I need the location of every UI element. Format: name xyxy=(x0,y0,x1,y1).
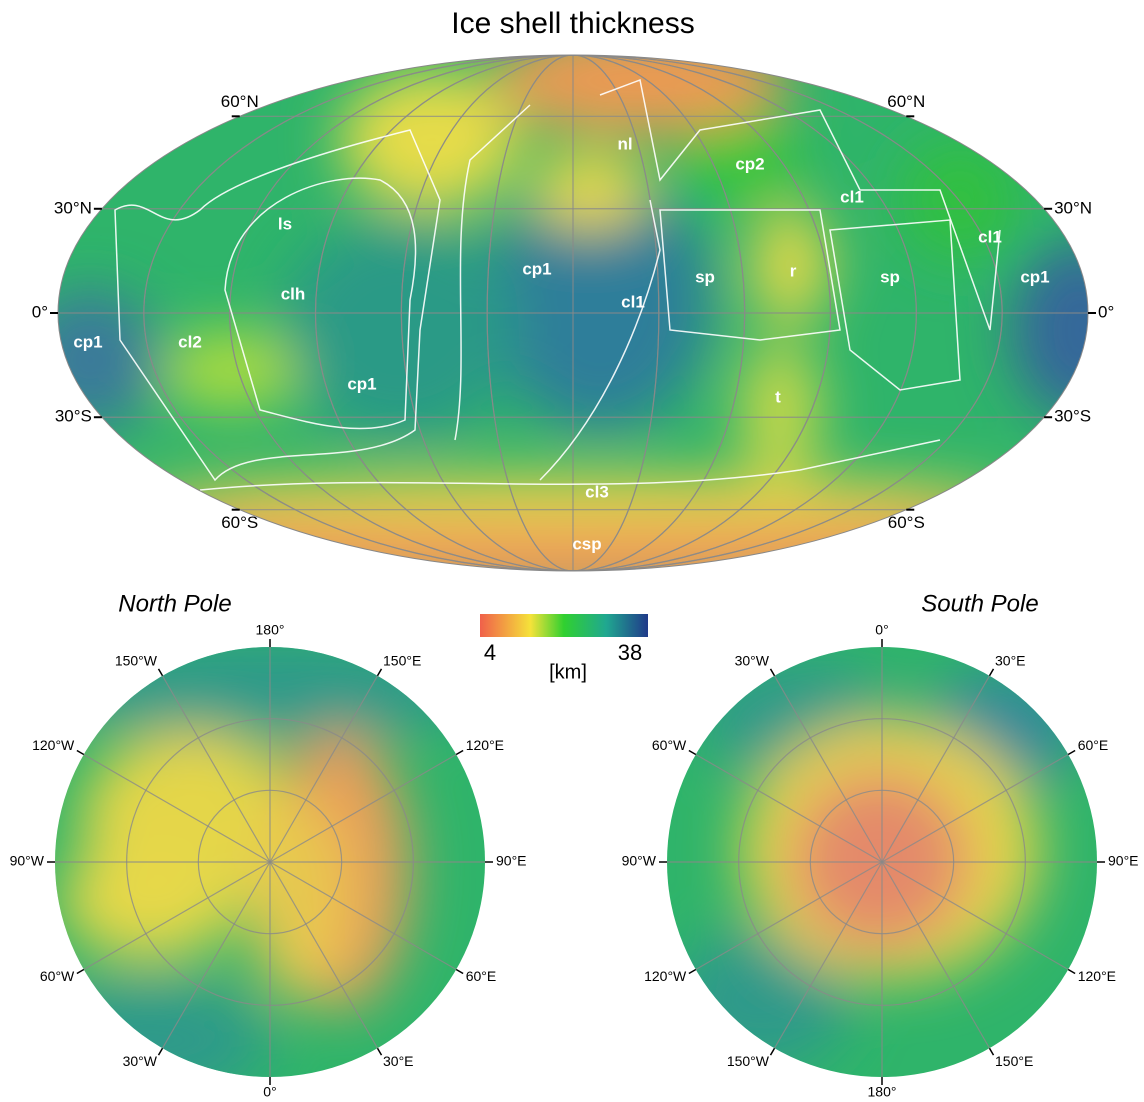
lon-tick xyxy=(159,1048,163,1055)
lat-label: 30°N xyxy=(54,198,92,217)
lat-label: 60°N xyxy=(221,92,259,111)
lat-label: 0° xyxy=(32,302,48,321)
lon-label: 30°E xyxy=(995,653,1026,669)
unit-label: sp xyxy=(695,267,715,286)
unit-label: r xyxy=(790,261,797,280)
lon-tick xyxy=(77,970,84,974)
lon-label: 150°W xyxy=(115,653,158,669)
lon-tick xyxy=(1068,751,1075,755)
unit-label: cl1 xyxy=(840,187,864,206)
figure: Ice shell thickness North Pole xyxy=(0,0,1144,1102)
lon-tick xyxy=(378,1048,382,1055)
unit-label: cl1 xyxy=(621,292,645,311)
south-pole-map xyxy=(667,647,1097,1077)
unit-label: cp1 xyxy=(522,259,551,278)
lon-label: 30°W xyxy=(123,1053,158,1069)
lon-tick xyxy=(990,669,994,676)
lon-label: 180° xyxy=(868,1084,897,1100)
lon-label: 150°E xyxy=(383,653,421,669)
lon-tick xyxy=(1068,970,1075,974)
lat-label: 60°N xyxy=(887,92,925,111)
lon-label: 120°E xyxy=(1078,968,1116,984)
colorbar-tick-label: 4 xyxy=(484,640,496,665)
lon-label: 90°E xyxy=(1108,853,1139,869)
north-pole-title: North Pole xyxy=(118,590,231,617)
unit-label: cl2 xyxy=(178,332,202,351)
lon-tick xyxy=(689,970,696,974)
lon-label: 60°W xyxy=(652,737,687,753)
unit-label: cl1 xyxy=(978,227,1002,246)
lon-label: 90°E xyxy=(496,853,527,869)
unit-label: cp2 xyxy=(735,154,764,173)
unit-label: cl3 xyxy=(585,482,609,501)
unit-label: csp xyxy=(572,534,601,553)
unit-label: t xyxy=(775,387,781,406)
unit-label: ls xyxy=(278,214,292,233)
south-pole-title: South Pole xyxy=(921,590,1038,617)
lon-label: 60°E xyxy=(466,968,497,984)
lon-tick xyxy=(77,751,84,755)
lon-label: 150°E xyxy=(995,1053,1033,1069)
lon-tick xyxy=(990,1048,994,1055)
global-map xyxy=(20,25,1144,605)
lon-tick xyxy=(159,669,163,676)
lon-label: 150°W xyxy=(727,1053,770,1069)
colorbar-unit: [km] xyxy=(549,661,587,683)
unit-label: cp1 xyxy=(347,374,376,393)
lon-label: 120°E xyxy=(466,737,504,753)
lon-label: 0° xyxy=(875,622,888,638)
lat-label: 30°S xyxy=(55,407,92,426)
unit-label: clh xyxy=(281,284,306,303)
lat-label: 60°S xyxy=(888,513,925,532)
lon-label: 180° xyxy=(256,622,285,638)
lon-tick xyxy=(456,751,463,755)
lat-label: 30°S xyxy=(1054,407,1091,426)
lat-label: 30°N xyxy=(1054,198,1092,217)
figure-title: Ice shell thickness xyxy=(451,7,694,40)
unit-label: sp xyxy=(880,267,900,286)
lon-label: 90°W xyxy=(10,853,45,869)
lon-label: 90°W xyxy=(622,853,657,869)
lon-tick xyxy=(689,751,696,755)
lon-tick xyxy=(771,669,775,676)
colorbar xyxy=(480,614,648,637)
unit-label: nl xyxy=(617,134,632,153)
lon-tick xyxy=(456,970,463,974)
unit-label: cp1 xyxy=(1020,267,1049,286)
lon-tick xyxy=(378,669,382,676)
north-pole-map xyxy=(30,640,490,1100)
lon-tick xyxy=(771,1048,775,1055)
lon-label: 120°W xyxy=(32,737,75,753)
unit-label: cp1 xyxy=(73,332,102,351)
lat-label: 0° xyxy=(1098,302,1114,321)
lon-label: 30°W xyxy=(735,653,770,669)
lon-label: 60°W xyxy=(40,968,75,984)
colorbar-tick-label: 38 xyxy=(618,640,642,665)
lon-label: 60°E xyxy=(1078,737,1109,753)
lon-label: 120°W xyxy=(644,968,687,984)
lon-label: 30°E xyxy=(383,1053,414,1069)
lon-label: 0° xyxy=(263,1084,276,1100)
lat-label: 60°S xyxy=(221,513,258,532)
